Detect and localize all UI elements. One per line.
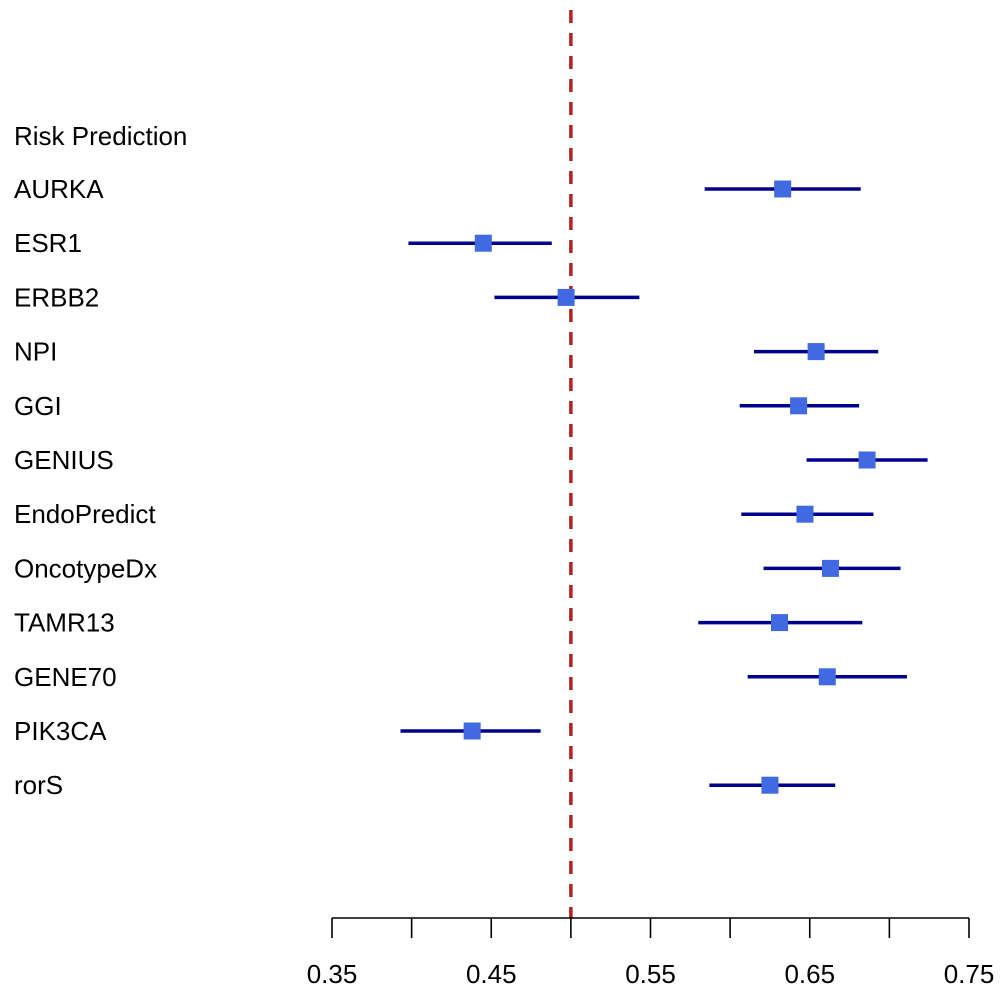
row-label: GENE70 bbox=[14, 662, 117, 692]
row-label: TAMR13 bbox=[14, 608, 115, 638]
x-tick-label: 0.65 bbox=[784, 959, 835, 989]
point-estimate bbox=[557, 288, 575, 306]
x-tick-label: 0.35 bbox=[307, 959, 358, 989]
row-label: NPI bbox=[14, 337, 57, 367]
row-label: ESR1 bbox=[14, 228, 82, 258]
row-label: EndoPredict bbox=[14, 499, 156, 529]
row-label: AURKA bbox=[14, 174, 104, 204]
point-estimate bbox=[463, 722, 481, 740]
row-label: PIK3CA bbox=[14, 716, 107, 746]
point-estimate bbox=[774, 180, 792, 198]
point-estimate bbox=[858, 451, 876, 469]
point-estimate bbox=[761, 776, 779, 794]
x-axis: 0.35 0.45 0.55 0.65 0.75 bbox=[307, 917, 995, 989]
point-estimate bbox=[807, 343, 825, 361]
x-tick-label: 0.55 bbox=[625, 959, 676, 989]
confidence-intervals bbox=[400, 187, 928, 787]
point-estimate bbox=[821, 559, 839, 577]
point-estimate bbox=[770, 614, 788, 632]
row-label: ERBB2 bbox=[14, 282, 99, 312]
point-estimate bbox=[818, 668, 836, 686]
point-estimate bbox=[474, 234, 492, 252]
point-estimates bbox=[463, 180, 876, 794]
row-label: OncotypeDx bbox=[14, 553, 157, 583]
row-labels: Risk Prediction AURKA ESR1 ERBB2 NPI GGI GENI… bbox=[14, 121, 187, 800]
row-label: GGI bbox=[14, 391, 62, 421]
point-estimate bbox=[790, 397, 808, 415]
point-estimate bbox=[796, 505, 814, 523]
row-label: rorS bbox=[14, 770, 63, 800]
x-tick-label: 0.75 bbox=[944, 959, 995, 989]
header-label: Risk Prediction bbox=[14, 121, 187, 151]
x-tick-label: 0.45 bbox=[466, 959, 517, 989]
row-label: GENIUS bbox=[14, 445, 114, 475]
